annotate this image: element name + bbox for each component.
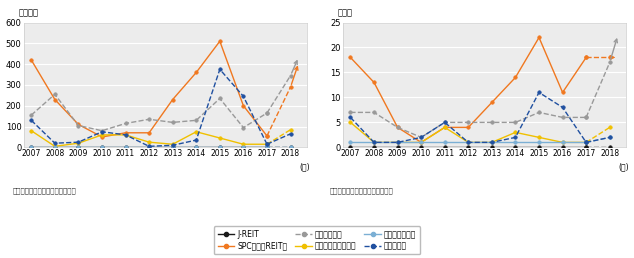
Text: 注：セクター不明の取引を置く。: 注：セクター不明の取引を置く。	[13, 187, 77, 194]
Text: (年): (年)	[299, 162, 310, 171]
Legend: J-REIT, SPC・私募REIT等, 不動産・建設, その他の事業法人等, 公共等・その他, 外資系運人: J-REIT, SPC・私募REIT等, 不動産・建設, その他の事業法人等, …	[214, 226, 420, 254]
Text: （億円）: （億円）	[18, 9, 39, 18]
Text: （件）: （件）	[338, 9, 353, 18]
Text: 注：セクター不明の取引を置く。: 注：セクター不明の取引を置く。	[330, 187, 394, 194]
Text: (年): (年)	[618, 162, 629, 171]
